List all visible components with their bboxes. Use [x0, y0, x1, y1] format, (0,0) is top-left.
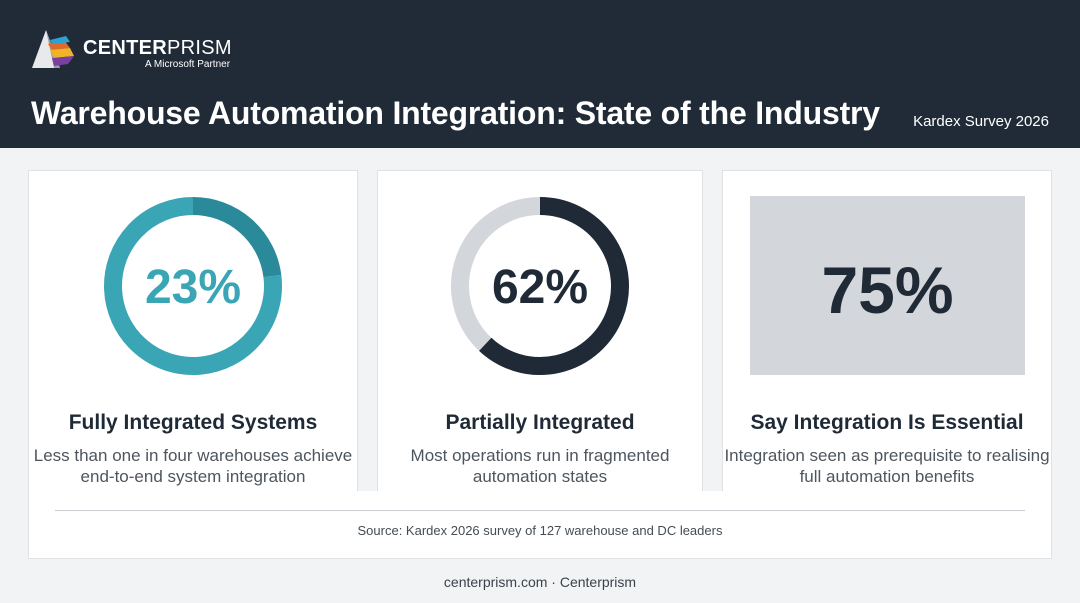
- page-title: Warehouse Automation Integration: State …: [31, 95, 880, 131]
- donut-value-segment: [192, 197, 282, 278]
- prism-logo-icon: [32, 30, 74, 68]
- stat-card-partially-integrated: [377, 170, 703, 492]
- footer-credit[interactable]: centerprism.com · Centerprism: [443, 574, 637, 590]
- donut-track-segment: [104, 197, 282, 375]
- stat-title-partially-integrated: Partially Integrated: [445, 411, 635, 434]
- donut-track-segment: [451, 197, 541, 351]
- brand-logo[interactable]: CENTERPRISM A Microsoft Partner: [30, 28, 240, 74]
- stat-description-fully-integrated: Less than one in four warehouses achieve…: [33, 446, 353, 486]
- stat-value-fully-integrated: 23%: [144, 261, 242, 314]
- brand-name: CENTERPRISM: [83, 37, 232, 59]
- stat-highlight-box: [750, 196, 1025, 375]
- page-subtitle: Kardex Survey 2026: [913, 113, 1049, 130]
- donut-value-segment: [479, 197, 629, 375]
- stat-value-integration-essential: 75%: [821, 253, 954, 327]
- header-bar: CENTERPRISM A Microsoft Partner Warehous…: [0, 0, 1080, 148]
- donut-chart-fully-integrated: [102, 195, 284, 377]
- stat-description-integration-essential: Integration seen as prerequisite to real…: [724, 446, 1050, 486]
- stat-value-partially-integrated: 62%: [491, 261, 589, 314]
- brand-tagline: A Microsoft Partner: [145, 59, 231, 70]
- source-note: Source: Kardex 2026 survey of 127 wareho…: [357, 523, 723, 538]
- divider: [55, 510, 1025, 511]
- donut-chart-partially-integrated: [449, 195, 631, 377]
- stat-title-fully-integrated: Fully Integrated Systems: [68, 411, 318, 434]
- source-panel: [28, 491, 1052, 559]
- stat-title-integration-essential: Say Integration Is Essential: [750, 411, 1024, 434]
- stat-description-partially-integrated: Most operations run in fragmented automa…: [410, 446, 670, 486]
